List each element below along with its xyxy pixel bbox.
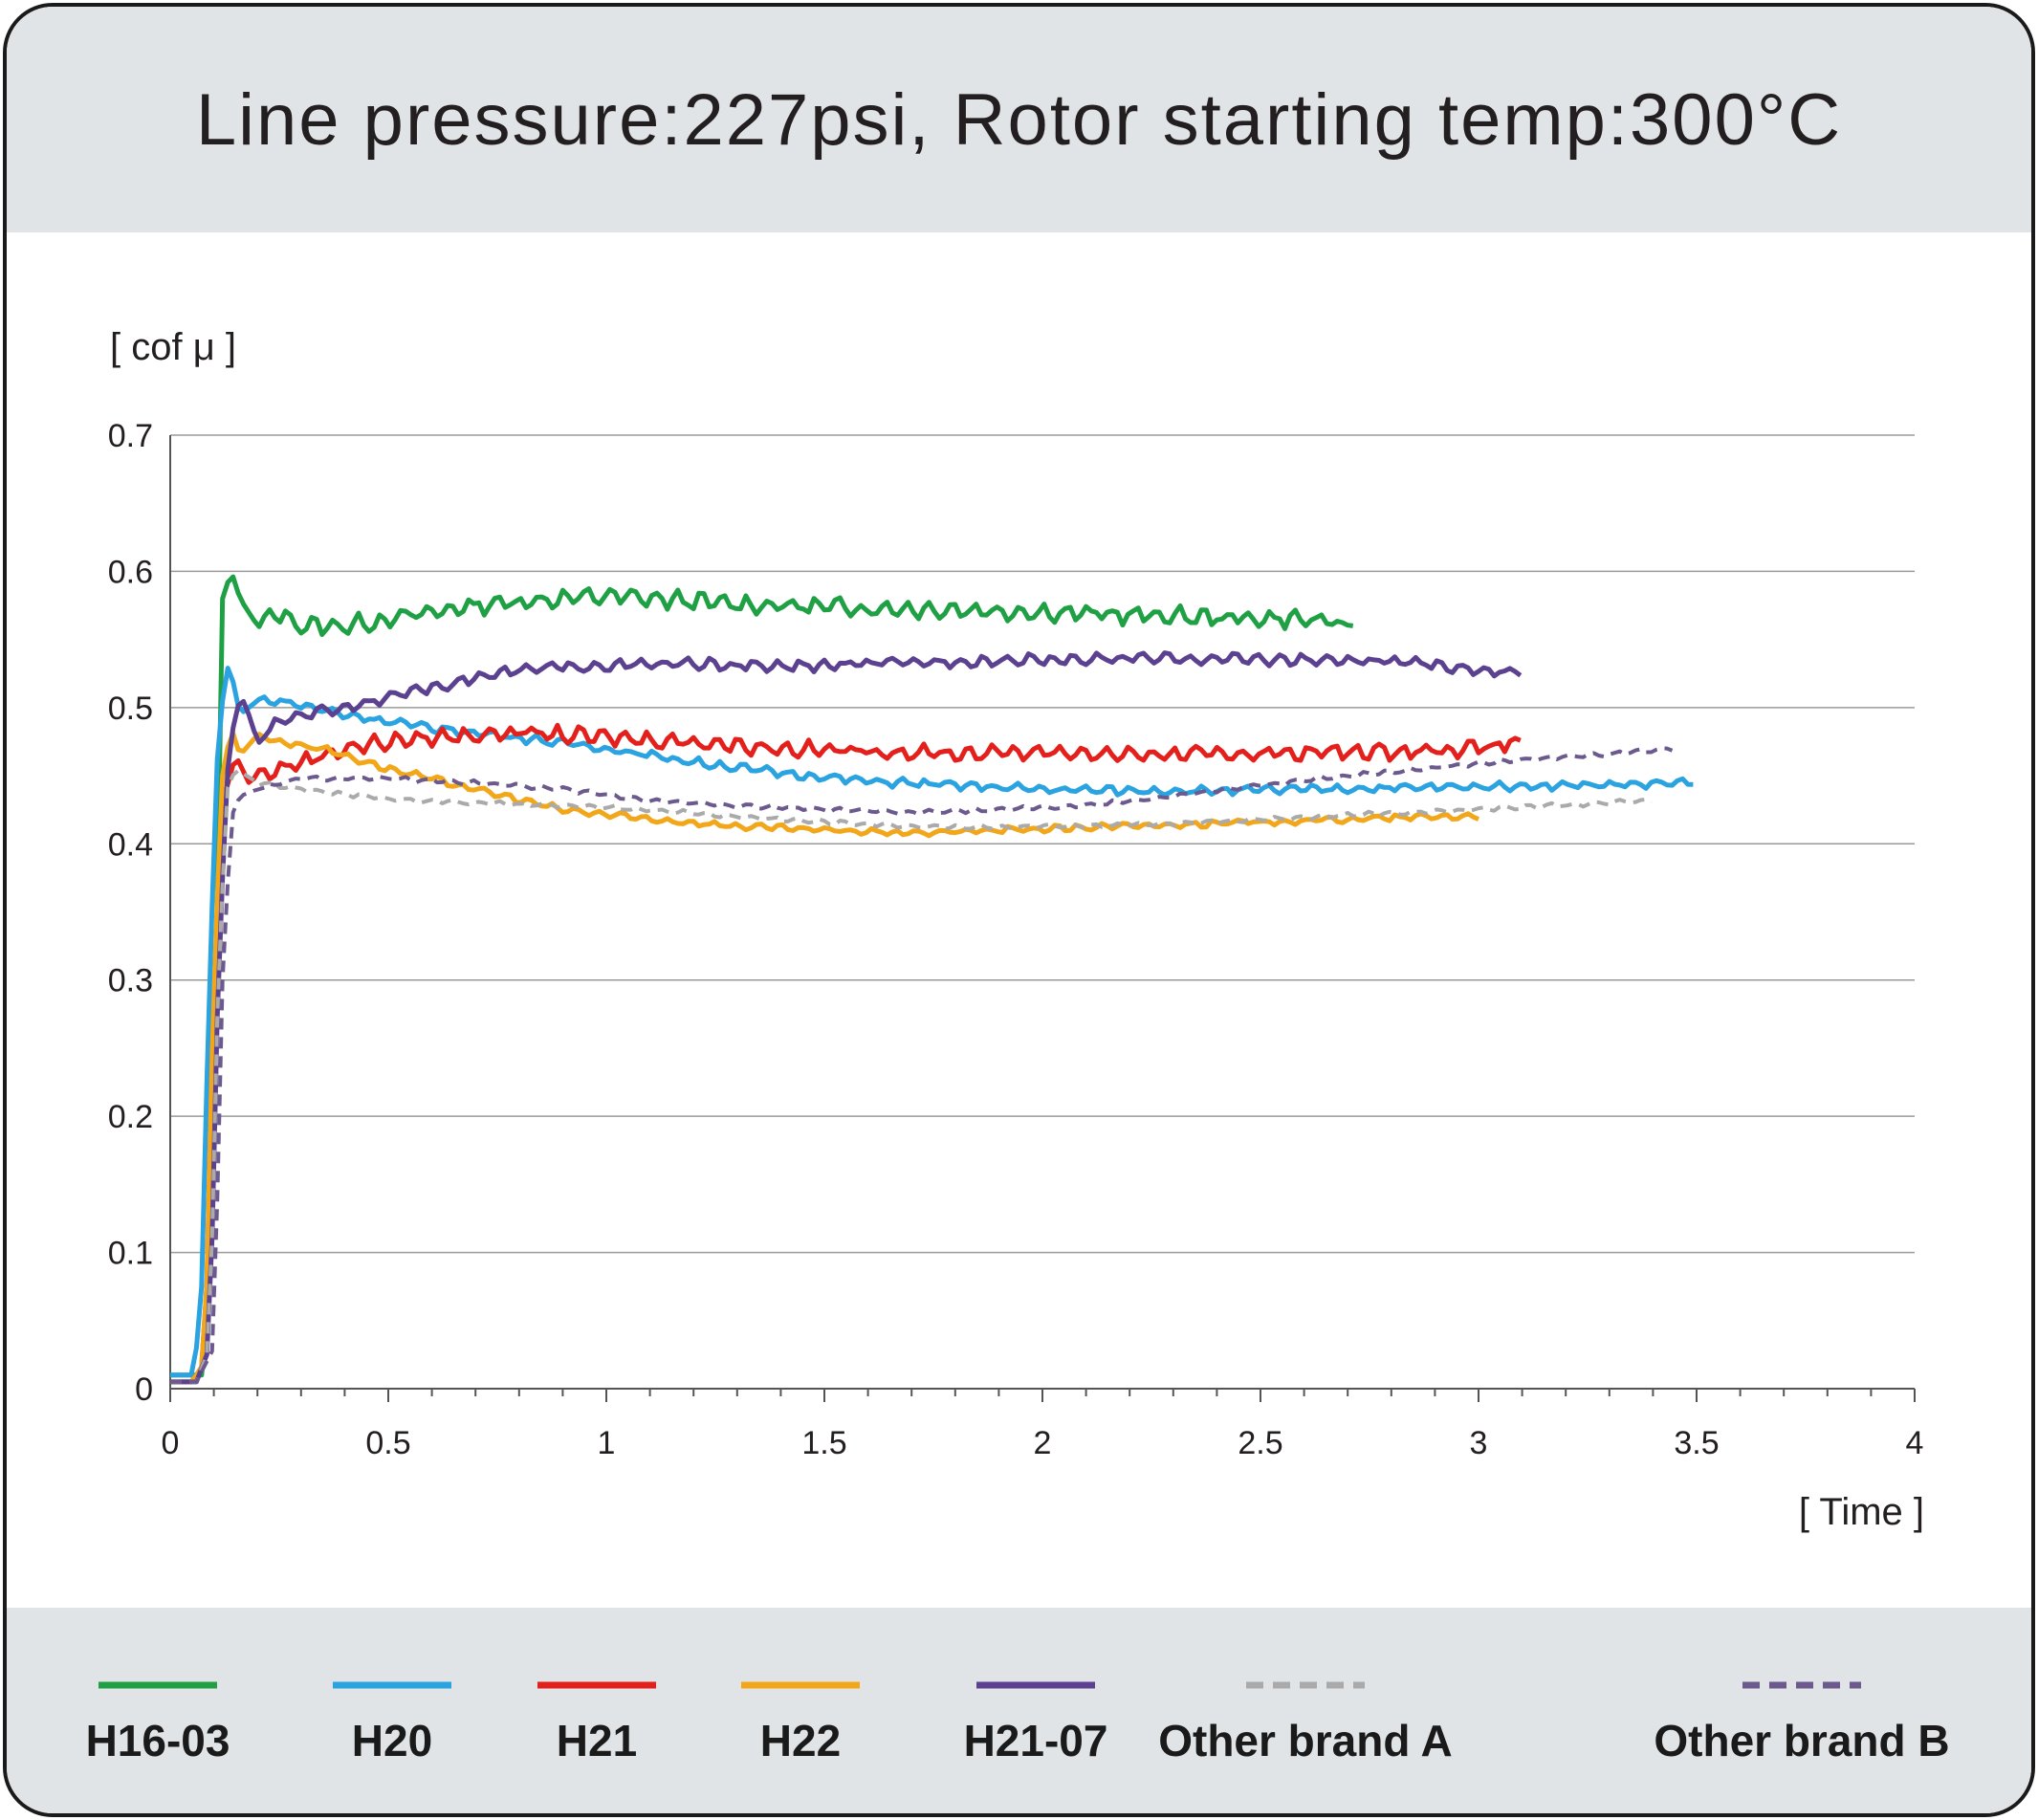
y-tick-label: 0.1 bbox=[108, 1236, 153, 1272]
x-tick-label: 3 bbox=[1470, 1425, 1488, 1461]
axis-layer: [ cof μ ] [ Time ] 0 0.1 0.2 0.3 0.4 0.5 0.6 0.… bbox=[108, 326, 1924, 1533]
y-tick-label: 0.2 bbox=[108, 1099, 153, 1135]
x-axis-label: [ Time ] bbox=[1799, 1491, 1924, 1533]
y-tick-label: 0 bbox=[135, 1371, 153, 1408]
series-line-h22 bbox=[170, 731, 1479, 1385]
y-tick-label: 0.5 bbox=[108, 691, 153, 727]
series-line-h16-03 bbox=[170, 574, 1354, 1378]
x-tick-label: 1.5 bbox=[801, 1425, 846, 1461]
legend-label: H21 bbox=[557, 1716, 637, 1765]
legend-band bbox=[7, 1608, 2031, 1813]
title-band: Line pressure:227psi, Rotor starting tem… bbox=[7, 7, 2031, 232]
series-line-h21 bbox=[170, 722, 1522, 1385]
series-line-h20 bbox=[170, 666, 1694, 1378]
legend-label: H22 bbox=[760, 1716, 841, 1765]
x-tick-label: 2 bbox=[1034, 1425, 1052, 1461]
y-axis-label: [ cof μ ] bbox=[110, 326, 236, 368]
y-tick-label: 0.6 bbox=[108, 554, 153, 590]
legend-label: H16-03 bbox=[86, 1716, 230, 1765]
legend-label: H21-07 bbox=[964, 1716, 1108, 1765]
series-line-h21-07 bbox=[170, 650, 1523, 1385]
legend: H16-03 H20 H21 H22 H21-07 Other brand A Other … bbox=[86, 1681, 1950, 1765]
legend-label: Other brand B bbox=[1654, 1716, 1949, 1765]
y-tick-label: 0.7 bbox=[108, 418, 153, 454]
legend-label: H20 bbox=[352, 1716, 432, 1765]
series-line-other-brand-a bbox=[170, 768, 1653, 1384]
series-layer bbox=[170, 574, 1694, 1385]
x-tick-label: 3.5 bbox=[1674, 1425, 1719, 1461]
x-tick-label: 0.5 bbox=[365, 1425, 410, 1461]
x-tick-label: 4 bbox=[1906, 1425, 1924, 1461]
grid-layer bbox=[170, 434, 1915, 1254]
chart-title: Line pressure:227psi, Rotor starting tem… bbox=[195, 78, 1843, 161]
y-tick-label: 0.4 bbox=[108, 826, 153, 863]
series-line-other-brand-b bbox=[170, 746, 1674, 1384]
chart-frame: Line pressure:227psi, Rotor starting tem… bbox=[3, 3, 2035, 1817]
x-tick-label: 1 bbox=[598, 1425, 616, 1461]
x-tick-label: 2.5 bbox=[1238, 1425, 1282, 1461]
x-tick-label: 0 bbox=[162, 1425, 180, 1461]
legend-label: Other brand A bbox=[1158, 1716, 1453, 1765]
y-tick-label: 0.3 bbox=[108, 963, 153, 999]
